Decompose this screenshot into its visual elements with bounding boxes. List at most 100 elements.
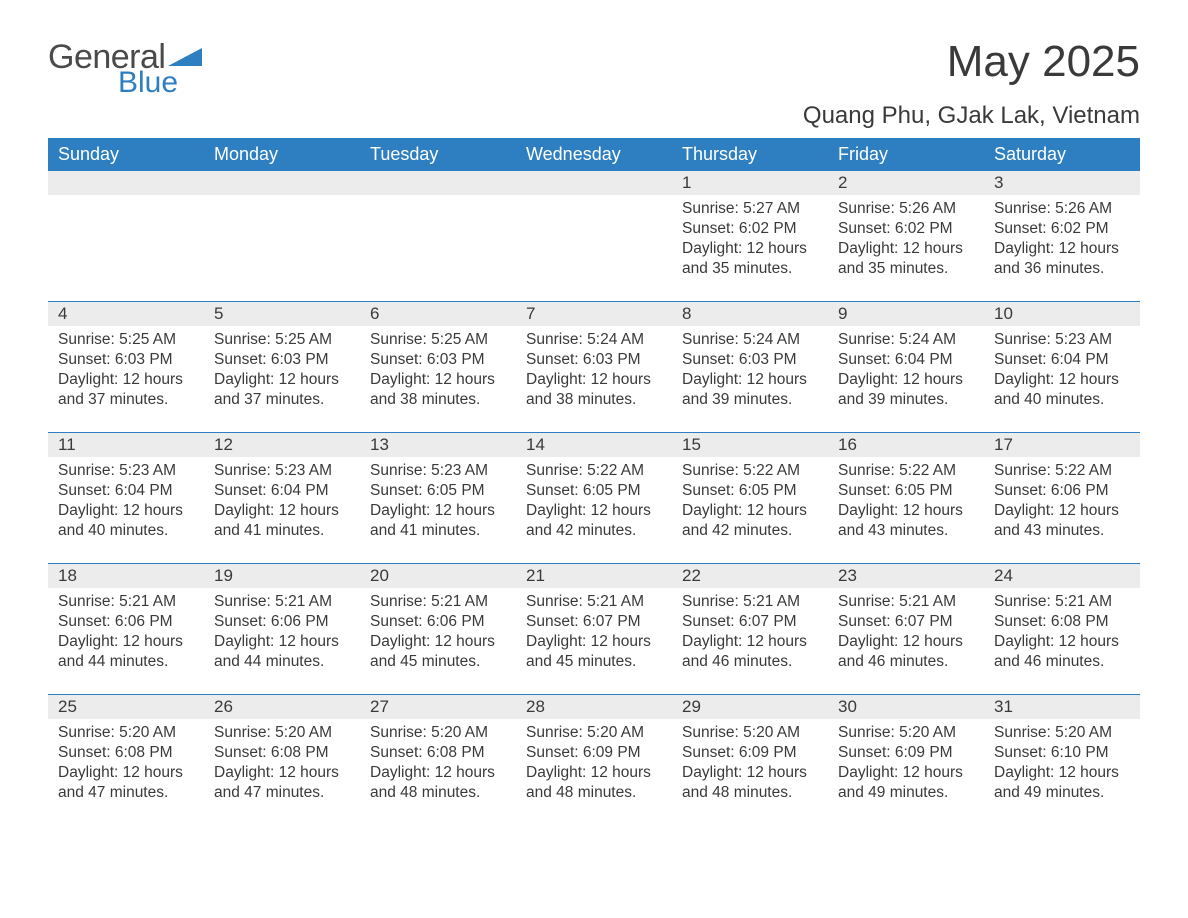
day-number (516, 171, 672, 195)
sunset-text: Sunset: 6:06 PM (994, 481, 1134, 501)
sunrise-text: Sunrise: 5:24 AM (526, 330, 666, 350)
daylight-text: Daylight: 12 hours and 40 minutes. (58, 501, 198, 541)
location-subtitle: Quang Phu, GJak Lak, Vietnam (803, 102, 1140, 130)
day-cell: 1Sunrise: 5:27 AMSunset: 6:02 PMDaylight… (672, 171, 828, 301)
day-number: 23 (828, 564, 984, 588)
day-body: Sunrise: 5:21 AMSunset: 6:08 PMDaylight:… (990, 592, 1134, 673)
sunrise-text: Sunrise: 5:23 AM (370, 461, 510, 481)
sunrise-text: Sunrise: 5:23 AM (994, 330, 1134, 350)
logo: General Blue (48, 40, 202, 98)
day-number: 25 (48, 695, 204, 719)
daylight-text: Daylight: 12 hours and 48 minutes. (526, 763, 666, 803)
daylight-text: Daylight: 12 hours and 37 minutes. (58, 370, 198, 410)
day-body: Sunrise: 5:22 AMSunset: 6:05 PMDaylight:… (834, 461, 978, 542)
sunset-text: Sunset: 6:02 PM (838, 219, 978, 239)
sunset-text: Sunset: 6:10 PM (994, 743, 1134, 763)
day-cell: 23Sunrise: 5:21 AMSunset: 6:07 PMDayligh… (828, 564, 984, 694)
day-body: Sunrise: 5:26 AMSunset: 6:02 PMDaylight:… (834, 199, 978, 280)
daylight-text: Daylight: 12 hours and 42 minutes. (682, 501, 822, 541)
day-body: Sunrise: 5:20 AMSunset: 6:08 PMDaylight:… (54, 723, 198, 804)
sunset-text: Sunset: 6:09 PM (682, 743, 822, 763)
dow-wednesday: Wednesday (516, 138, 672, 171)
day-cell: 25 Sunrise: 5:20 AMSunset: 6:08 PMDayligh… (48, 695, 204, 825)
page: General Blue May 2025 Quang Phu, GJak La… (0, 0, 1188, 855)
day-cell: 6Sunrise: 5:25 AMSunset: 6:03 PMDaylight… (360, 302, 516, 432)
day-number: 24 (984, 564, 1140, 588)
day-number: 19 (204, 564, 360, 588)
day-cell (360, 171, 516, 301)
day-body: Sunrise: 5:20 AMSunset: 6:10 PMDaylight:… (990, 723, 1134, 804)
day-number: 7 (516, 302, 672, 326)
day-cell: 8Sunrise: 5:24 AMSunset: 6:03 PMDaylight… (672, 302, 828, 432)
day-cell: 29 Sunrise: 5:20 AMSunset: 6:09 PMDayligh… (672, 695, 828, 825)
day-cell: 13Sunrise: 5:23 AMSunset: 6:05 PMDayligh… (360, 433, 516, 563)
day-body: Sunrise: 5:24 AMSunset: 6:03 PMDaylight:… (522, 330, 666, 411)
day-number: 1 (672, 171, 828, 195)
day-cell: 24 Sunrise: 5:21 AMSunset: 6:08 PMDayligh… (984, 564, 1140, 694)
day-number (204, 171, 360, 195)
day-number: 29 (672, 695, 828, 719)
logo-text-blue: Blue (118, 68, 202, 98)
daylight-text: Daylight: 12 hours and 48 minutes. (370, 763, 510, 803)
sunset-text: Sunset: 6:04 PM (58, 481, 198, 501)
sunrise-text: Sunrise: 5:22 AM (838, 461, 978, 481)
day-body: Sunrise: 5:24 AMSunset: 6:03 PMDaylight:… (678, 330, 822, 411)
day-cell (516, 171, 672, 301)
day-cell: 22Sunrise: 5:21 AMSunset: 6:07 PMDayligh… (672, 564, 828, 694)
day-cell: 9Sunrise: 5:24 AMSunset: 6:04 PMDaylight… (828, 302, 984, 432)
day-cell: 27Sunrise: 5:20 AMSunset: 6:08 PMDayligh… (360, 695, 516, 825)
week-row: 25 Sunrise: 5:20 AMSunset: 6:08 PMDayligh… (48, 694, 1140, 825)
sunrise-text: Sunrise: 5:27 AM (682, 199, 822, 219)
sunset-text: Sunset: 6:04 PM (838, 350, 978, 370)
page-title: May 2025 (803, 40, 1140, 84)
day-cell: 26Sunrise: 5:20 AMSunset: 6:08 PMDayligh… (204, 695, 360, 825)
day-cell: 4Sunrise: 5:25 AMSunset: 6:03 PMDaylight… (48, 302, 204, 432)
day-cell: 12Sunrise: 5:23 AMSunset: 6:04 PMDayligh… (204, 433, 360, 563)
sunset-text: Sunset: 6:02 PM (994, 219, 1134, 239)
day-number: 20 (360, 564, 516, 588)
day-number: 21 (516, 564, 672, 588)
sunrise-text: Sunrise: 5:21 AM (838, 592, 978, 612)
sunset-text: Sunset: 6:06 PM (58, 612, 198, 632)
daylight-text: Daylight: 12 hours and 35 minutes. (682, 239, 822, 279)
sunrise-text: Sunrise: 5:25 AM (214, 330, 354, 350)
sunrise-text: Sunrise: 5:20 AM (58, 723, 198, 743)
sunrise-text: Sunrise: 5:21 AM (370, 592, 510, 612)
day-cell: 11Sunrise: 5:23 AMSunset: 6:04 PMDayligh… (48, 433, 204, 563)
day-number: 10 (984, 302, 1140, 326)
day-number (360, 171, 516, 195)
sunrise-text: Sunrise: 5:21 AM (58, 592, 198, 612)
daylight-text: Daylight: 12 hours and 41 minutes. (214, 501, 354, 541)
daylight-text: Daylight: 12 hours and 49 minutes. (838, 763, 978, 803)
sunrise-text: Sunrise: 5:21 AM (214, 592, 354, 612)
day-cell: 18Sunrise: 5:21 AMSunset: 6:06 PMDayligh… (48, 564, 204, 694)
day-body: Sunrise: 5:20 AMSunset: 6:09 PMDaylight:… (678, 723, 822, 804)
day-number: 9 (828, 302, 984, 326)
day-body: Sunrise: 5:25 AMSunset: 6:03 PMDaylight:… (54, 330, 198, 411)
daylight-text: Daylight: 12 hours and 36 minutes. (994, 239, 1134, 279)
daylight-text: Daylight: 12 hours and 35 minutes. (838, 239, 978, 279)
day-number: 12 (204, 433, 360, 457)
day-cell: 2Sunrise: 5:26 AMSunset: 6:02 PMDaylight… (828, 171, 984, 301)
day-body: Sunrise: 5:20 AMSunset: 6:09 PMDaylight:… (834, 723, 978, 804)
daylight-text: Daylight: 12 hours and 46 minutes. (682, 632, 822, 672)
day-number: 5 (204, 302, 360, 326)
day-body: Sunrise: 5:26 AMSunset: 6:02 PMDaylight:… (990, 199, 1134, 280)
sunset-text: Sunset: 6:06 PM (370, 612, 510, 632)
day-cell: 31Sunrise: 5:20 AMSunset: 6:10 PMDayligh… (984, 695, 1140, 825)
sunset-text: Sunset: 6:05 PM (682, 481, 822, 501)
sunrise-text: Sunrise: 5:20 AM (838, 723, 978, 743)
day-cell: 17Sunrise: 5:22 AMSunset: 6:06 PMDayligh… (984, 433, 1140, 563)
day-body: Sunrise: 5:20 AMSunset: 6:08 PMDaylight:… (366, 723, 510, 804)
sunrise-text: Sunrise: 5:22 AM (994, 461, 1134, 481)
header: General Blue May 2025 Quang Phu, GJak La… (48, 40, 1140, 130)
day-body: Sunrise: 5:23 AMSunset: 6:04 PMDaylight:… (990, 330, 1134, 411)
sunset-text: Sunset: 6:05 PM (526, 481, 666, 501)
week-row: 11Sunrise: 5:23 AMSunset: 6:04 PMDayligh… (48, 432, 1140, 563)
daylight-text: Daylight: 12 hours and 43 minutes. (838, 501, 978, 541)
day-cell: 15Sunrise: 5:22 AMSunset: 6:05 PMDayligh… (672, 433, 828, 563)
daylight-text: Daylight: 12 hours and 38 minutes. (526, 370, 666, 410)
day-number: 16 (828, 433, 984, 457)
dow-tuesday: Tuesday (360, 138, 516, 171)
sunset-text: Sunset: 6:05 PM (370, 481, 510, 501)
